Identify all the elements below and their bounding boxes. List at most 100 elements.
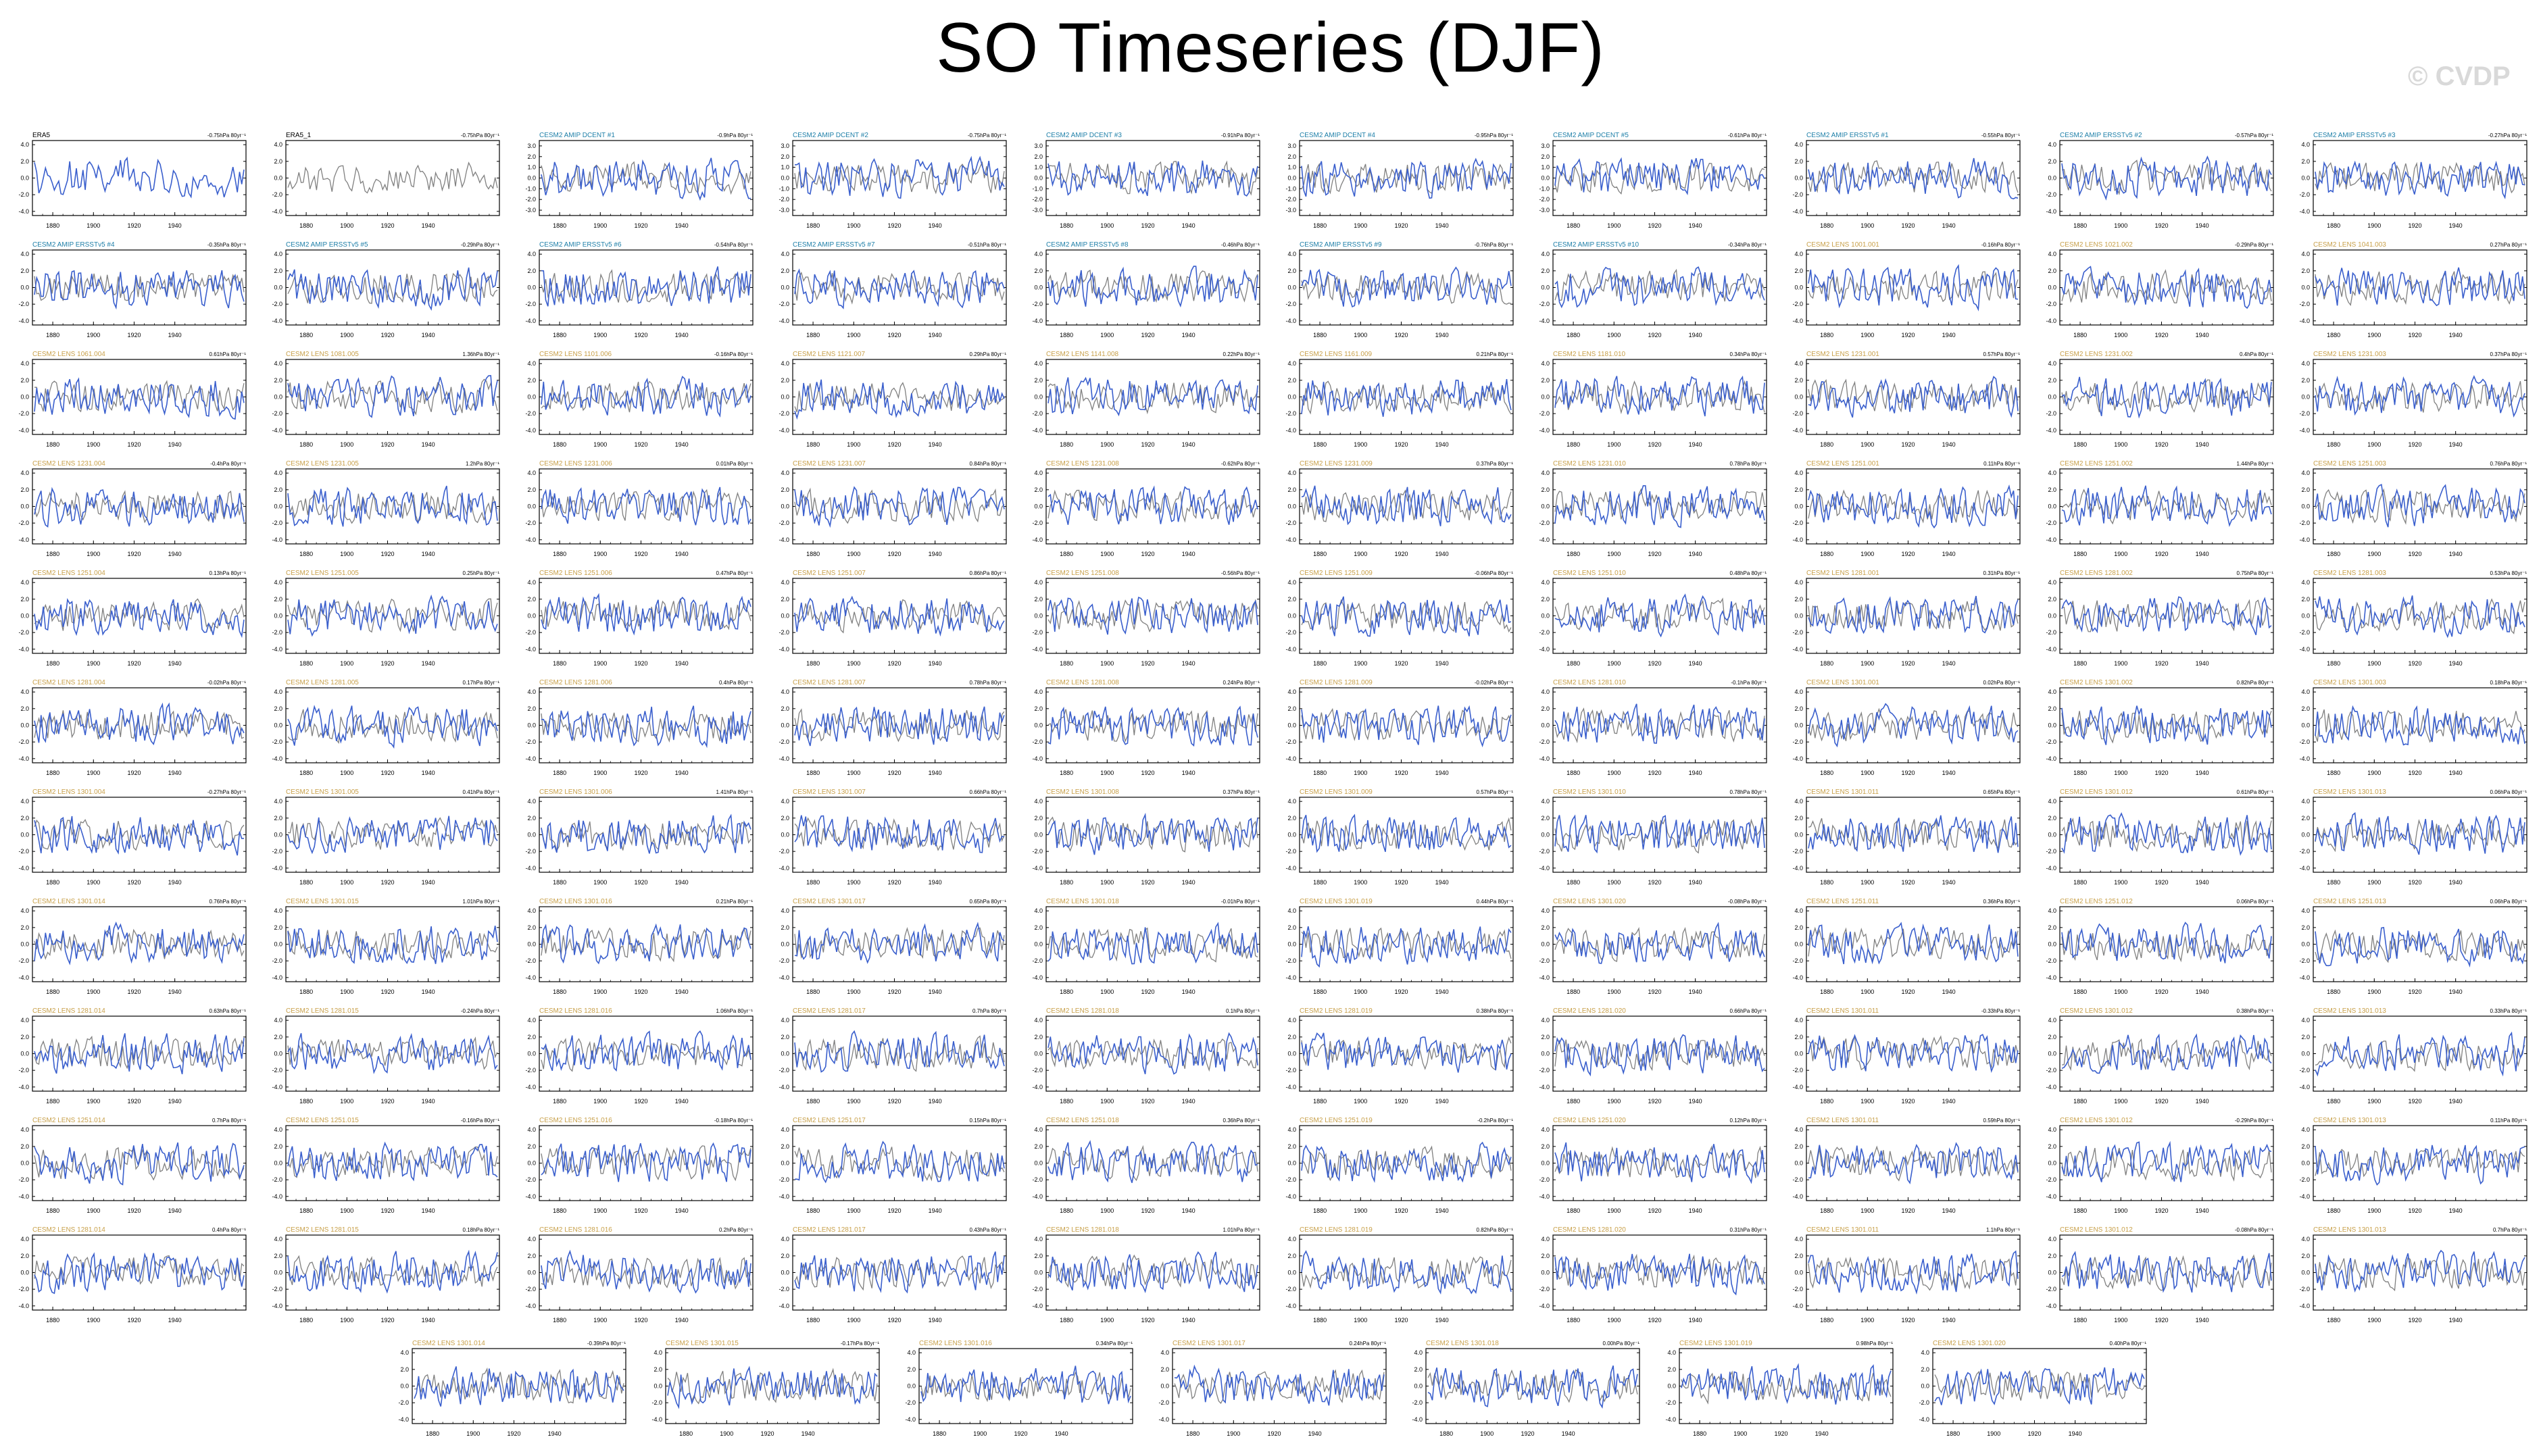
panel-label: CESM2 LENS 1231.010 [1553,460,1626,468]
y-tick-label: 4.0 [1287,907,1296,914]
x-tick-label: 1880 [1820,551,1833,557]
x-tick-label: 1920 [887,1207,901,1214]
x-tick-label: 1940 [1942,222,1956,229]
y-tick-label: -4.0 [272,755,282,762]
series-model-line [2061,155,2272,201]
y-tick-label: -2.0 [1285,957,1296,964]
x-tick-label: 1900 [2114,1207,2127,1214]
x-tick-label: 1940 [1435,551,1449,557]
y-tick-label: 2.0 [781,486,789,493]
panel-label: CESM2 LENS 1301.019 [1300,898,1373,905]
series-model-line [2061,376,2272,419]
panel-40: CESM2 LENS 1251.003 0.76hPa 80yr⁻¹ 4.0 2.0 0… [2299,460,2527,557]
x-tick-label: 1900 [847,332,860,338]
y-tick-label: -4.0 [525,536,536,543]
y-tick-label: -2.0 [525,848,536,855]
panel-trend: 0.57hPa 80yr⁻¹ [1477,789,1514,795]
series-model-line [794,1140,1005,1184]
x-tick-label: 1940 [2449,1098,2463,1105]
x-tick-label: 1880 [1820,441,1833,448]
y-tick-label: 2.0 [1034,377,1043,384]
y-tick-label: 0.0 [781,941,789,948]
x-tick-label: 1880 [2073,551,2087,557]
y-tick-label: 0.0 [1034,832,1043,838]
panel-label: CESM2 LENS 1001.001 [1806,241,1879,249]
series-model-line [1047,812,1258,855]
panel-trend: 0.06hPa 80yr⁻¹ [2490,899,2527,905]
y-tick-label: 0.0 [2301,1051,2310,1057]
y-tick-label: 4.0 [20,470,29,476]
x-tick-label: 1940 [1435,1098,1449,1105]
x-tick-label: 1920 [2408,988,2421,995]
panel-88: CESM2 LENS 1301.011 -0.33hPa 80yr⁻¹ 4.0 2.0… [1792,1007,2021,1105]
series-observed-line [34,380,245,413]
x-tick-label: 1920 [887,988,901,995]
series-model-line [1554,922,1765,964]
y-tick-label: -2.0 [1539,410,1550,417]
series-model-line [287,705,498,749]
y-tick-label: -4.0 [1539,755,1550,762]
y-tick-label: 2.0 [1541,596,1550,603]
series-model-line [287,267,498,311]
panel-32: CESM2 LENS 1231.005 1.2hPa 80yr⁻¹ 4.0 2.0 0.… [272,460,500,557]
panel-trend: -0.29hPa 80yr⁻¹ [2235,242,2273,248]
x-tick-label: 1940 [2449,222,2463,229]
x-tick-label: 1900 [847,879,860,886]
panel-29: CESM2 LENS 1231.002 0.4hPa 80yr⁻¹ 4.0 2.0 0.… [2046,351,2274,448]
panel-label: CESM2 AMIP DCENT #5 [1553,132,1629,139]
x-tick-label: 1880 [46,1098,59,1105]
y-tick-label: 0.0 [2301,1160,2310,1167]
x-tick-label: 1900 [1354,332,1367,338]
y-tick-label: 1.0 [781,164,789,171]
x-tick-label: 1900 [1860,660,1874,667]
panel-label: CESM2 LENS 1301.012 [2060,1117,2133,1124]
panel-trend: -0.75hPa 80yr⁻¹ [968,132,1006,139]
x-tick-label: 1900 [847,770,860,776]
y-tick-label: -2.0 [779,957,789,964]
panel-label: CESM2 AMIP ERSSTv5 #6 [539,241,622,249]
x-tick-label: 1900 [1354,879,1367,886]
y-tick-label: -4.0 [1032,1084,1043,1090]
series-model-line [1808,815,2019,853]
y-tick-label: -2.0 [1032,410,1043,417]
panel-73: CESM2 LENS 1301.016 0.21hPa 80yr⁻¹ 4.0 2.0 0… [525,898,754,995]
x-tick-label: 1940 [1942,660,1956,667]
x-tick-label: 1880 [1313,879,1327,886]
x-tick-label: 1940 [1182,332,1195,338]
panel-4: CESM2 AMIP DCENT #2 -0.75hPa 80yr⁻¹ 3.0 2.0… [779,132,1007,229]
x-tick-label: 1880 [1060,660,1073,667]
series-model-line [1047,1032,1258,1075]
y-tick-label: 0.0 [2048,1160,2056,1167]
y-tick-label: -2.0 [1792,629,1803,636]
x-tick-label: 1880 [1060,879,1073,886]
y-tick-label: 2.0 [1541,486,1550,493]
series-model-line [1554,814,1765,854]
series-observed-line [794,1147,1005,1182]
panel-label: CESM2 LENS 1281.008 [1046,679,1119,686]
y-tick-label: 4.0 [274,907,282,914]
y-tick-label: 2.0 [2048,815,2056,822]
series-model-line [794,379,1005,420]
y-tick-label: 2.0 [274,1143,282,1150]
panel-20: CESM2 LENS 1041.003 0.27hPa 80yr⁻¹ 4.0 2.0 0… [2299,241,2527,338]
y-tick-label: 0.0 [781,175,789,182]
panel-trend: 0.82hPa 80yr⁻¹ [2237,680,2274,686]
panel-label: CESM2 LENS 1301.004 [32,788,105,796]
series-observed-line [541,710,751,743]
y-tick-label: -4.0 [18,974,29,981]
y-tick-label: -2.0 [1539,1067,1550,1074]
y-tick-label: 2.0 [1287,705,1296,712]
panel-trend: 1.44hPa 80yr⁻¹ [2237,461,2274,467]
panel-trend: 0.01hPa 80yr⁻¹ [716,461,754,467]
panel-28: CESM2 LENS 1231.001 0.57hPa 80yr⁻¹ 4.0 2.0 0… [1792,351,2021,448]
y-tick-label: 2.0 [2301,705,2310,712]
x-tick-label: 1880 [2327,222,2340,229]
panel-label: CESM2 LENS 1281.020 [1553,1007,1626,1015]
series-model-line [794,486,1005,528]
x-tick-label: 1880 [299,879,313,886]
panel-trend: 0.11hPa 80yr⁻¹ [2490,1118,2527,1124]
panel-97: CESM2 LENS 1251.020 0.12hPa 80yr⁻¹ 4.0 2.0 0… [1539,1117,1767,1214]
y-tick-label: -2.0 [1792,1176,1803,1183]
panel-trend: 0.15hPa 80yr⁻¹ [970,1118,1007,1124]
x-tick-label: 1920 [1648,222,1661,229]
